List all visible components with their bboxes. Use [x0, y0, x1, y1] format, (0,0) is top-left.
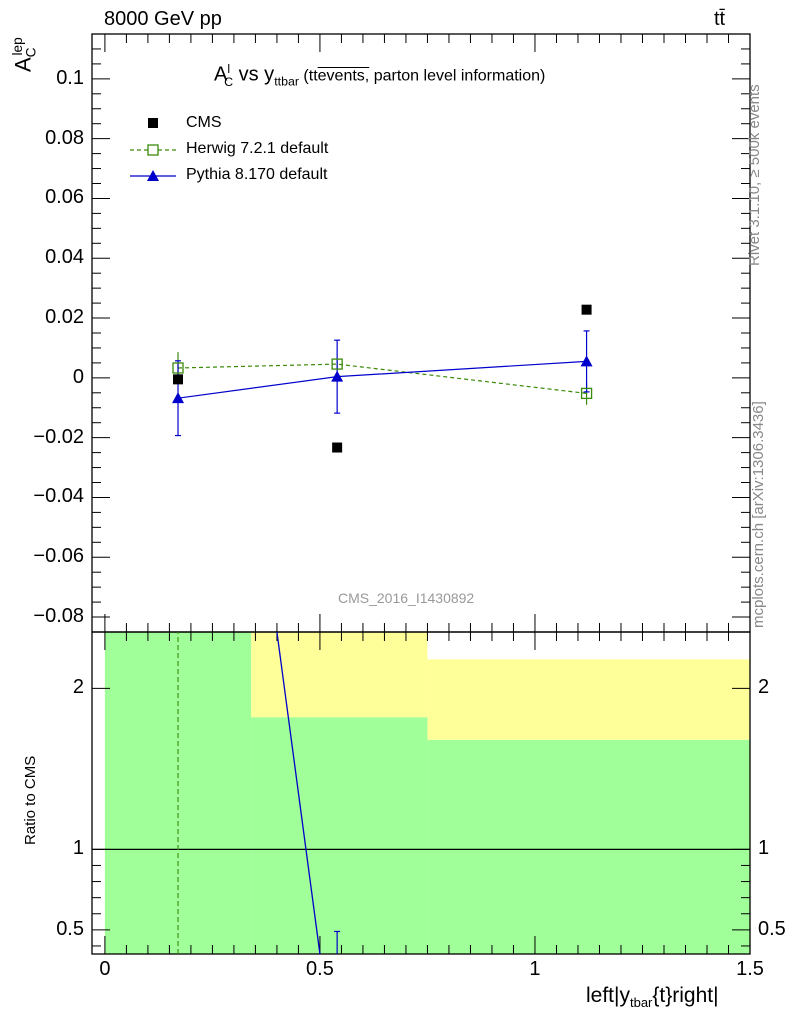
title-paren-rest: parton level information)	[369, 67, 546, 85]
ratio-xtick-label: 0	[99, 958, 111, 980]
xlabel: left|ytbar{t}right|	[586, 984, 719, 1010]
legend-marker-herwig	[147, 144, 159, 156]
cms-point	[173, 374, 184, 385]
legend-marker-pythia	[147, 170, 159, 181]
mcplots-reference-label: mcplots.cern.ch [arXiv:1306.3436]	[750, 401, 767, 628]
rivet-version-label: Rivet 3.1.10, ≥ 500k events	[746, 84, 763, 266]
ratio-ytick-label-right: 0.5	[758, 917, 786, 940]
main-ytick-label: 0	[72, 365, 84, 388]
ratio-ytick-label-left: 2	[72, 676, 84, 699]
ratio-series	[177, 631, 341, 955]
ylabel-main-letter: A	[10, 57, 36, 72]
ratio-ytick-label-right: 1	[758, 837, 770, 860]
yellow-band-1	[251, 632, 428, 718]
ratio-panel-frame	[91, 631, 751, 955]
header-energy-label: 8000 GeV pp	[104, 8, 222, 30]
pythia-ratio-line	[276, 631, 321, 955]
main-ytick-label: −0.04	[33, 485, 84, 508]
title-sup: l	[227, 62, 231, 76]
ratio-xtick-label: 0.5	[306, 958, 334, 980]
ratio-ytick-label-right: 2	[758, 676, 770, 699]
main-ytick-label: 0.06	[45, 186, 84, 209]
legend-label-herwig: Herwig 7.2.1 default	[186, 140, 329, 157]
pythia-line	[177, 360, 587, 399]
main-ytick-label: −0.08	[33, 605, 84, 628]
analysis-watermark: CMS_2016_I1430892	[338, 590, 475, 606]
herwig-point	[172, 362, 184, 374]
main-ytick-label: 0.04	[45, 246, 84, 269]
yellow-band-2	[427, 659, 750, 740]
ylabel-main-sup: lep	[10, 37, 25, 56]
herwig-line	[177, 363, 587, 394]
xlabel-sub: tbar	[629, 995, 653, 1011]
legend-label-cms: CMS	[186, 114, 222, 131]
title-paren-open: (tt	[298, 67, 318, 85]
ratio-bands	[92, 632, 750, 954]
green-band-2	[427, 739, 750, 954]
main-ytick-label: −0.06	[33, 545, 84, 568]
main-ytick-label: 0.1	[56, 66, 84, 89]
legend-label-pythia: Pythia 8.170 default	[186, 166, 328, 183]
title-vs: vs y	[233, 63, 275, 86]
xlabel-pre: left|y	[586, 984, 630, 1007]
cms-point	[332, 442, 343, 453]
plot-title: AlC vs yttbar (ttevents, parton level in…	[214, 62, 545, 89]
legend-marker-cms	[148, 118, 158, 128]
header-process-label: tt̄	[714, 8, 726, 30]
herwig-point	[331, 358, 343, 370]
main-ticks	[92, 34, 751, 632]
ylabel-main-sub: C	[23, 47, 39, 58]
ylabel-main-panel: AClep	[10, 37, 39, 72]
cms-point	[581, 304, 592, 315]
pythia-point	[580, 355, 593, 367]
title-overline-text: events,	[317, 67, 370, 85]
legend-marks	[130, 118, 176, 181]
ratio-ytick-label-left: 1	[72, 837, 84, 860]
pythia-point	[172, 392, 185, 404]
main-ytick-label: 0.02	[45, 306, 84, 329]
main-ytick-label: 0.08	[45, 126, 84, 149]
ratio-xtick-label: 1	[529, 958, 541, 980]
title-sub: C	[224, 74, 234, 89]
title-main: A	[214, 63, 228, 86]
green-band-1	[251, 717, 428, 954]
herwig-point	[580, 387, 593, 400]
title-vs-sub: ttbar	[274, 74, 299, 89]
main-ytick-label: −0.02	[33, 425, 84, 448]
ratio-xtick-label: 1.5	[736, 958, 764, 980]
main-series	[172, 304, 593, 453]
xlabel-post: {t}right|	[652, 984, 719, 1007]
ylabel-ratio-panel: Ratio to CMS	[22, 755, 39, 845]
ratio-ytick-label-left: 0.5	[56, 917, 84, 940]
pythia-point	[331, 370, 344, 382]
